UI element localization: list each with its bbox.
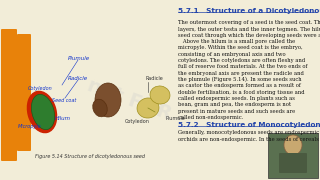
Text: Generally, monocotyledonous seeds are endospermic but some: Generally, monocotyledonous seeds are en… — [178, 130, 320, 135]
Ellipse shape — [95, 83, 121, 117]
Text: Hilum: Hilum — [55, 116, 71, 121]
Ellipse shape — [93, 99, 107, 117]
Text: not FOR: not FOR — [85, 76, 174, 124]
FancyBboxPatch shape — [268, 133, 318, 178]
Ellipse shape — [31, 94, 55, 130]
Text: Radicle: Radicle — [68, 76, 88, 81]
Text: bean, gram and pea, the endosperm is not: bean, gram and pea, the endosperm is not — [178, 102, 291, 107]
Text: called non-endospermic.: called non-endospermic. — [178, 115, 243, 120]
Text: Cotyledon: Cotyledon — [125, 119, 150, 124]
Text: 5.7.1   Structure of a Dicotyledonous Seed: 5.7.1 Structure of a Dicotyledonous Seed — [178, 8, 320, 14]
Ellipse shape — [137, 98, 159, 118]
Text: Plumule: Plumule — [165, 116, 185, 121]
Text: Micropyle: Micropyle — [18, 124, 42, 129]
Text: double fertilisation, is a food storing tissue and: double fertilisation, is a food storing … — [178, 90, 305, 95]
Text: Radicle: Radicle — [145, 76, 163, 81]
Text: The outermost covering of a seed is the seed coat. The seed coat has two: The outermost covering of a seed is the … — [178, 20, 320, 25]
Text: present in mature seeds and such seeds are: present in mature seeds and such seeds a… — [178, 109, 295, 114]
Text: Cotyledon: Cotyledon — [28, 86, 53, 91]
Text: the plumule (Figure 5.14). In some seeds such: the plumule (Figure 5.14). In some seeds… — [178, 77, 302, 82]
Text: seed coat through which the developing seeds were attached to the fruit.: seed coat through which the developing s… — [178, 33, 320, 38]
Text: cotyledons. The cotyledons are often fleshy and: cotyledons. The cotyledons are often fle… — [178, 58, 305, 63]
FancyBboxPatch shape — [279, 153, 307, 173]
Text: the embryonal axis are present the radicle and: the embryonal axis are present the radic… — [178, 71, 304, 76]
Ellipse shape — [284, 135, 302, 155]
Text: Seed coat: Seed coat — [52, 98, 76, 103]
Text: Plumule: Plumule — [68, 56, 90, 61]
Text: consisting of an embryonal axis and two: consisting of an embryonal axis and two — [178, 52, 286, 57]
Text: Figure 5.14 Structure of dicotyledonous seed: Figure 5.14 Structure of dicotyledonous … — [35, 154, 145, 159]
Text: 5.7.2   Structure of Monocotyledonous Seed: 5.7.2 Structure of Monocotyledonous Seed — [178, 122, 320, 128]
Text: Above the hilum is a small pore called the: Above the hilum is a small pore called t… — [178, 39, 295, 44]
FancyBboxPatch shape — [17, 34, 31, 151]
FancyBboxPatch shape — [1, 29, 17, 161]
Text: micropyle. Within the seed coat is the embryo,: micropyle. Within the seed coat is the e… — [178, 46, 303, 51]
Text: orchids are non-endospermic. In the seeds of cereals such as m...: orchids are non-endospermic. In the seed… — [178, 137, 320, 142]
Text: called endospermic seeds. In plants such as: called endospermic seeds. In plants such… — [178, 96, 295, 101]
Text: as castor the endosperm formed as a result of: as castor the endosperm formed as a resu… — [178, 83, 301, 88]
Text: layers, the outer testa and the inner tegmen. The hilum is a scar on the: layers, the outer testa and the inner te… — [178, 27, 320, 32]
Ellipse shape — [28, 91, 57, 133]
Ellipse shape — [150, 86, 170, 104]
Text: full of reserve food materials. At the two ends of: full of reserve food materials. At the t… — [178, 64, 308, 69]
